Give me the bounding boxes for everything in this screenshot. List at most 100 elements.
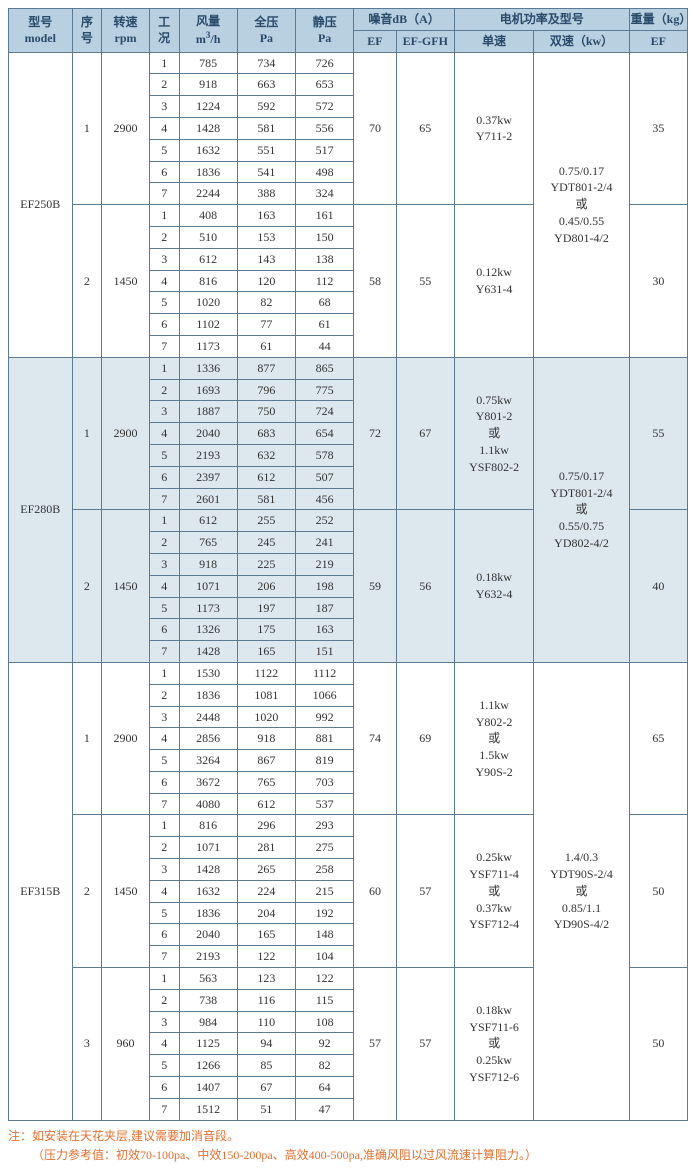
table-row: EF280B129001133687786572670.75kwY801-2或1… <box>9 357 688 379</box>
cell-cond: 7 <box>149 641 179 663</box>
cell-cond: 4 <box>149 728 179 750</box>
cell-staticp: 517 <box>296 139 354 161</box>
cell-staticp: 219 <box>296 553 354 575</box>
cell-flow: 1836 <box>179 902 237 924</box>
cell-totalp: 867 <box>237 750 295 772</box>
cell-flow: 3672 <box>179 771 237 793</box>
cell-totalp: 765 <box>237 771 295 793</box>
cell-seq: 3 <box>72 968 102 1121</box>
hdr-weight-ef: EF <box>629 30 687 52</box>
hdr-cond: 工况 <box>149 9 179 53</box>
cell-totalp: 255 <box>237 510 295 532</box>
cell-cond: 1 <box>149 357 179 379</box>
cell-totalp: 206 <box>237 575 295 597</box>
cell-staticp: 104 <box>296 946 354 968</box>
cell-flow: 1266 <box>179 1055 237 1077</box>
cell-totalp: 116 <box>237 989 295 1011</box>
cell-staticp: 724 <box>296 401 354 423</box>
hdr-flow: 风量m3/h <box>179 9 237 53</box>
cell-flow: 1512 <box>179 1098 237 1120</box>
cell-flow: 2040 <box>179 924 237 946</box>
cell-cond: 7 <box>149 946 179 968</box>
hdr-motor: 电机功率及型号 <box>454 9 629 31</box>
cell-noise-efgfh: 69 <box>396 662 454 815</box>
cell-staticp: 653 <box>296 74 354 96</box>
cell-totalp: 197 <box>237 597 295 619</box>
cell-totalp: 165 <box>237 641 295 663</box>
hdr-motor-dual: 双速（kw） <box>534 30 629 52</box>
cell-motor-dual: 0.75/0.17YDT801-2/4或0.55/0.75YD802-4/2 <box>534 357 629 662</box>
cell-flow: 738 <box>179 989 237 1011</box>
cell-flow: 1125 <box>179 1033 237 1055</box>
cell-flow: 1326 <box>179 619 237 641</box>
cell-seq: 1 <box>72 662 102 815</box>
cell-totalp: 1020 <box>237 706 295 728</box>
cell-staticp: 108 <box>296 1011 354 1033</box>
cell-staticp: 1066 <box>296 684 354 706</box>
cell-noise-ef: 57 <box>354 968 396 1121</box>
cell-cond: 4 <box>149 575 179 597</box>
cell-flow: 1020 <box>179 292 237 314</box>
cell-cond: 3 <box>149 401 179 423</box>
cell-flow: 1428 <box>179 641 237 663</box>
cell-cond: 5 <box>149 1055 179 1077</box>
cell-motor-single: 0.18kwY632-4 <box>454 510 533 663</box>
cell-flow: 1836 <box>179 684 237 706</box>
cell-seq: 1 <box>72 357 102 510</box>
cell-cond: 2 <box>149 989 179 1011</box>
cell-totalp: 265 <box>237 859 295 881</box>
cell-totalp: 165 <box>237 924 295 946</box>
cell-weight: 50 <box>629 968 687 1121</box>
cell-staticp: 112 <box>296 270 354 292</box>
cell-cond: 5 <box>149 139 179 161</box>
cell-cond: 4 <box>149 1033 179 1055</box>
cell-flow: 1428 <box>179 117 237 139</box>
cell-cond: 3 <box>149 859 179 881</box>
cell-cond: 1 <box>149 205 179 227</box>
cell-staticp: 703 <box>296 771 354 793</box>
cell-staticp: 47 <box>296 1098 354 1120</box>
cell-flow: 1071 <box>179 837 237 859</box>
cell-staticp: 92 <box>296 1033 354 1055</box>
cell-cond: 7 <box>149 183 179 205</box>
cell-cond: 4 <box>149 423 179 445</box>
hdr-noise-ef: EF <box>354 30 396 52</box>
cell-totalp: 123 <box>237 968 295 990</box>
cell-noise-efgfh: 57 <box>396 968 454 1121</box>
hdr-staticp: 静压Pa <box>296 9 354 53</box>
cell-cond: 4 <box>149 880 179 902</box>
cell-staticp: 881 <box>296 728 354 750</box>
cell-motor-dual: 1.4/0.3YDT90S-2/4或0.85/1.1YD90S-4/2 <box>534 662 629 1120</box>
cell-totalp: 120 <box>237 270 295 292</box>
cell-totalp: 663 <box>237 74 295 96</box>
cell-staticp: 148 <box>296 924 354 946</box>
cell-totalp: 122 <box>237 946 295 968</box>
cell-staticp: 198 <box>296 575 354 597</box>
cell-cond: 5 <box>149 597 179 619</box>
table-row: EF315B12900115301122111274691.1kwY802-2或… <box>9 662 688 684</box>
cell-totalp: 612 <box>237 793 295 815</box>
cell-cond: 3 <box>149 553 179 575</box>
cell-weight: 35 <box>629 52 687 205</box>
cell-motor-single: 0.75kwY801-2或1.1kwYSF802-2 <box>454 357 533 510</box>
cell-flow: 816 <box>179 815 237 837</box>
table-head: 型号model 序号 转速rpm 工况 风量m3/h 全压Pa 静压Pa 噪音d… <box>9 9 688 53</box>
cell-weight: 65 <box>629 662 687 815</box>
cell-totalp: 245 <box>237 532 295 554</box>
hdr-totalp: 全压Pa <box>237 9 295 53</box>
cell-staticp: 252 <box>296 510 354 532</box>
cell-staticp: 44 <box>296 335 354 357</box>
cell-cond: 7 <box>149 793 179 815</box>
cell-noise-efgfh: 65 <box>396 52 454 205</box>
cell-totalp: 1081 <box>237 684 295 706</box>
hdr-motor-single: 单速 <box>454 30 533 52</box>
cell-flow: 2397 <box>179 466 237 488</box>
cell-motor-single: 0.18kwYSF711-6或0.25kwYSF712-6 <box>454 968 533 1121</box>
cell-flow: 1530 <box>179 662 237 684</box>
footnote-line2: （压力参考值：初效70-100pa、中效150-200pa、高效400-500p… <box>8 1146 688 1165</box>
hdr-noise-efgfh: EF-GFH <box>396 30 454 52</box>
cell-cond: 7 <box>149 335 179 357</box>
cell-flow: 2040 <box>179 423 237 445</box>
cell-flow: 1836 <box>179 161 237 183</box>
cell-totalp: 581 <box>237 488 295 510</box>
